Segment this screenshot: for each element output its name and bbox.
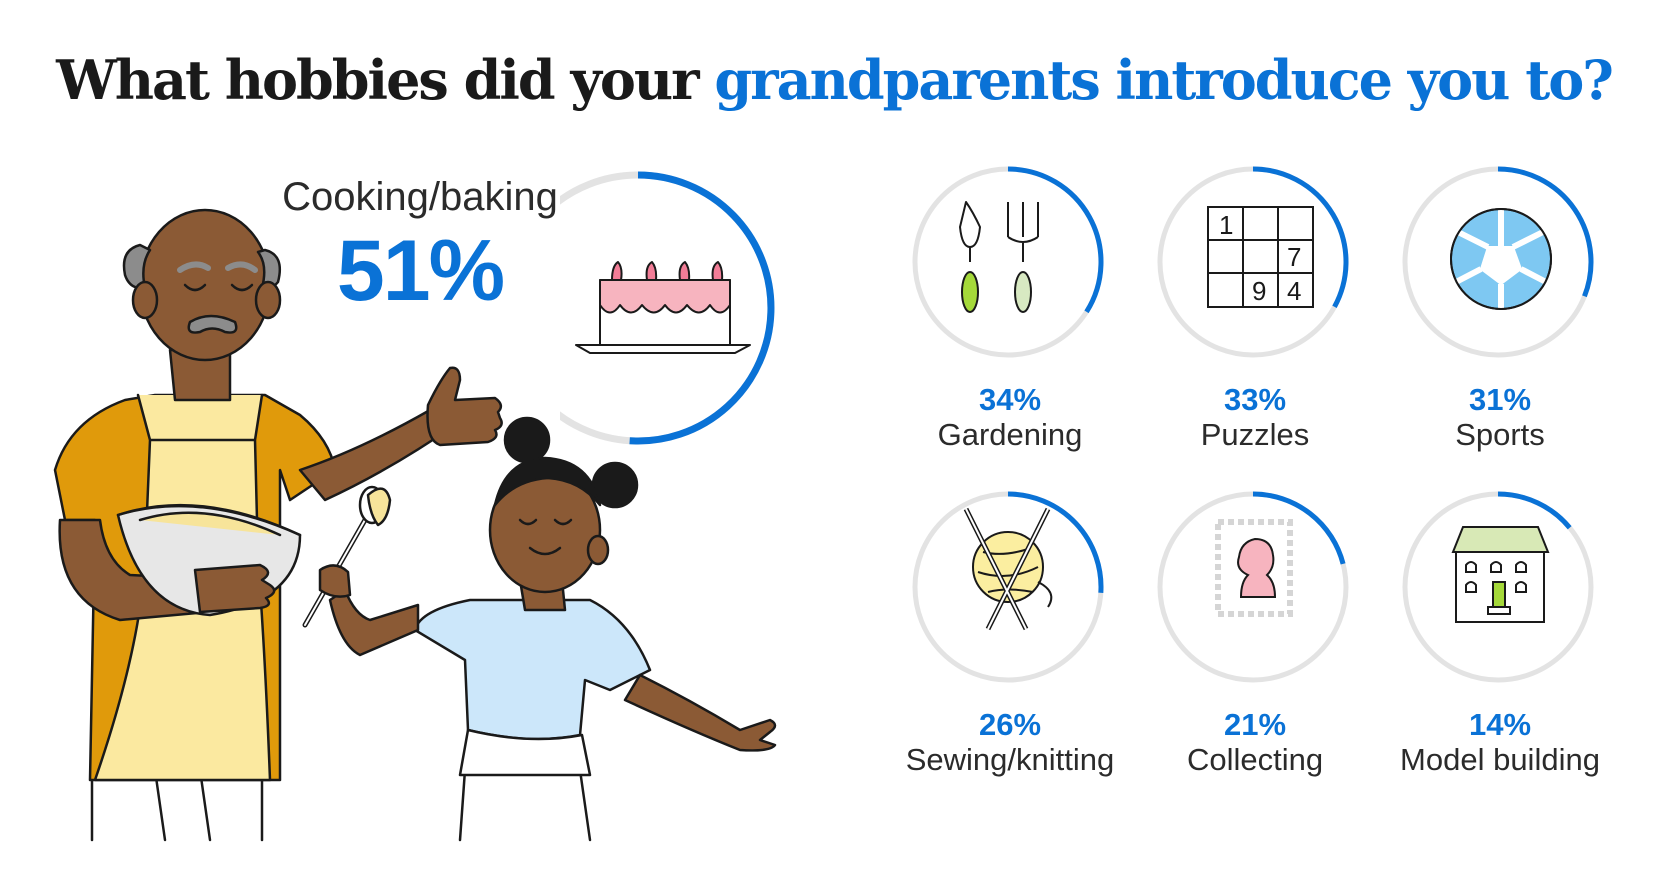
progress-ring	[1157, 491, 1349, 683]
featured-progress-ring	[560, 171, 775, 445]
house-model-icon	[1451, 526, 1550, 623]
hobby-value: 34%	[978, 382, 1042, 417]
yarn-needles-icon	[963, 507, 1053, 631]
hobby-label: Collecting	[1186, 742, 1324, 777]
progress-ring	[1402, 491, 1594, 683]
hobby-tile-sports: 31% Sports	[1380, 162, 1620, 462]
hobby-label: Puzzles	[1200, 417, 1310, 452]
soccer-ball-icon	[1450, 208, 1552, 310]
stamp-icon	[1215, 519, 1293, 617]
garden-tools-icon	[959, 201, 1039, 313]
hobby-label: Sports	[1455, 417, 1545, 452]
hobby-value: 31%	[1468, 382, 1532, 417]
ring-arc	[1252, 491, 1346, 565]
progress-ring: 1 7 9 4	[1157, 166, 1349, 358]
grandparent-child-illustration	[53, 208, 777, 842]
hobby-value: 14%	[1468, 707, 1532, 742]
ring-arc	[1497, 166, 1594, 298]
hobby-value: 21%	[1223, 707, 1287, 742]
progress-ring	[912, 166, 1104, 358]
sudoku-icon: 1 7 9 4	[1207, 206, 1314, 308]
sudoku-digit: 7	[1287, 242, 1301, 272]
hobby-tile-model-building: 14% Model building	[1380, 487, 1620, 787]
hobby-value: 33%	[1223, 382, 1287, 417]
sudoku-digit: 4	[1287, 276, 1301, 306]
ring-arc	[1007, 491, 1104, 593]
ring-arc	[1007, 166, 1104, 314]
chart-title: What hobbies did your grandparents intro…	[0, 48, 1668, 112]
title-part-1: What hobbies did your	[56, 48, 715, 112]
cake-icon	[575, 261, 751, 354]
sudoku-digit: 9	[1252, 276, 1266, 306]
featured-label: Cooking/baking	[282, 175, 558, 219]
hobby-label: Sewing/knitting	[905, 742, 1115, 777]
featured-ring-arc	[629, 171, 775, 445]
hobby-label: Gardening	[937, 417, 1083, 452]
hobby-tile-collecting: 21% Collecting	[1135, 487, 1375, 787]
featured-value: 51%	[336, 223, 505, 319]
hobby-value: 26%	[978, 707, 1042, 742]
progress-ring	[912, 491, 1104, 683]
hobby-tile-gardening: 34% Gardening	[890, 162, 1130, 462]
ring-arc	[1252, 166, 1349, 309]
hobby-tile-puzzles: 1 7 9 4 33% Puzzles	[1135, 162, 1375, 462]
hobby-tile-sewing-knitting: 26% Sewing/knitting	[890, 487, 1130, 787]
sudoku-digit: 1	[1219, 210, 1233, 240]
progress-ring	[1402, 166, 1594, 358]
title-part-2: grandparents introduce you to?	[714, 48, 1613, 112]
hobby-label: Model building	[1400, 742, 1600, 777]
ring-arc	[1497, 491, 1572, 530]
